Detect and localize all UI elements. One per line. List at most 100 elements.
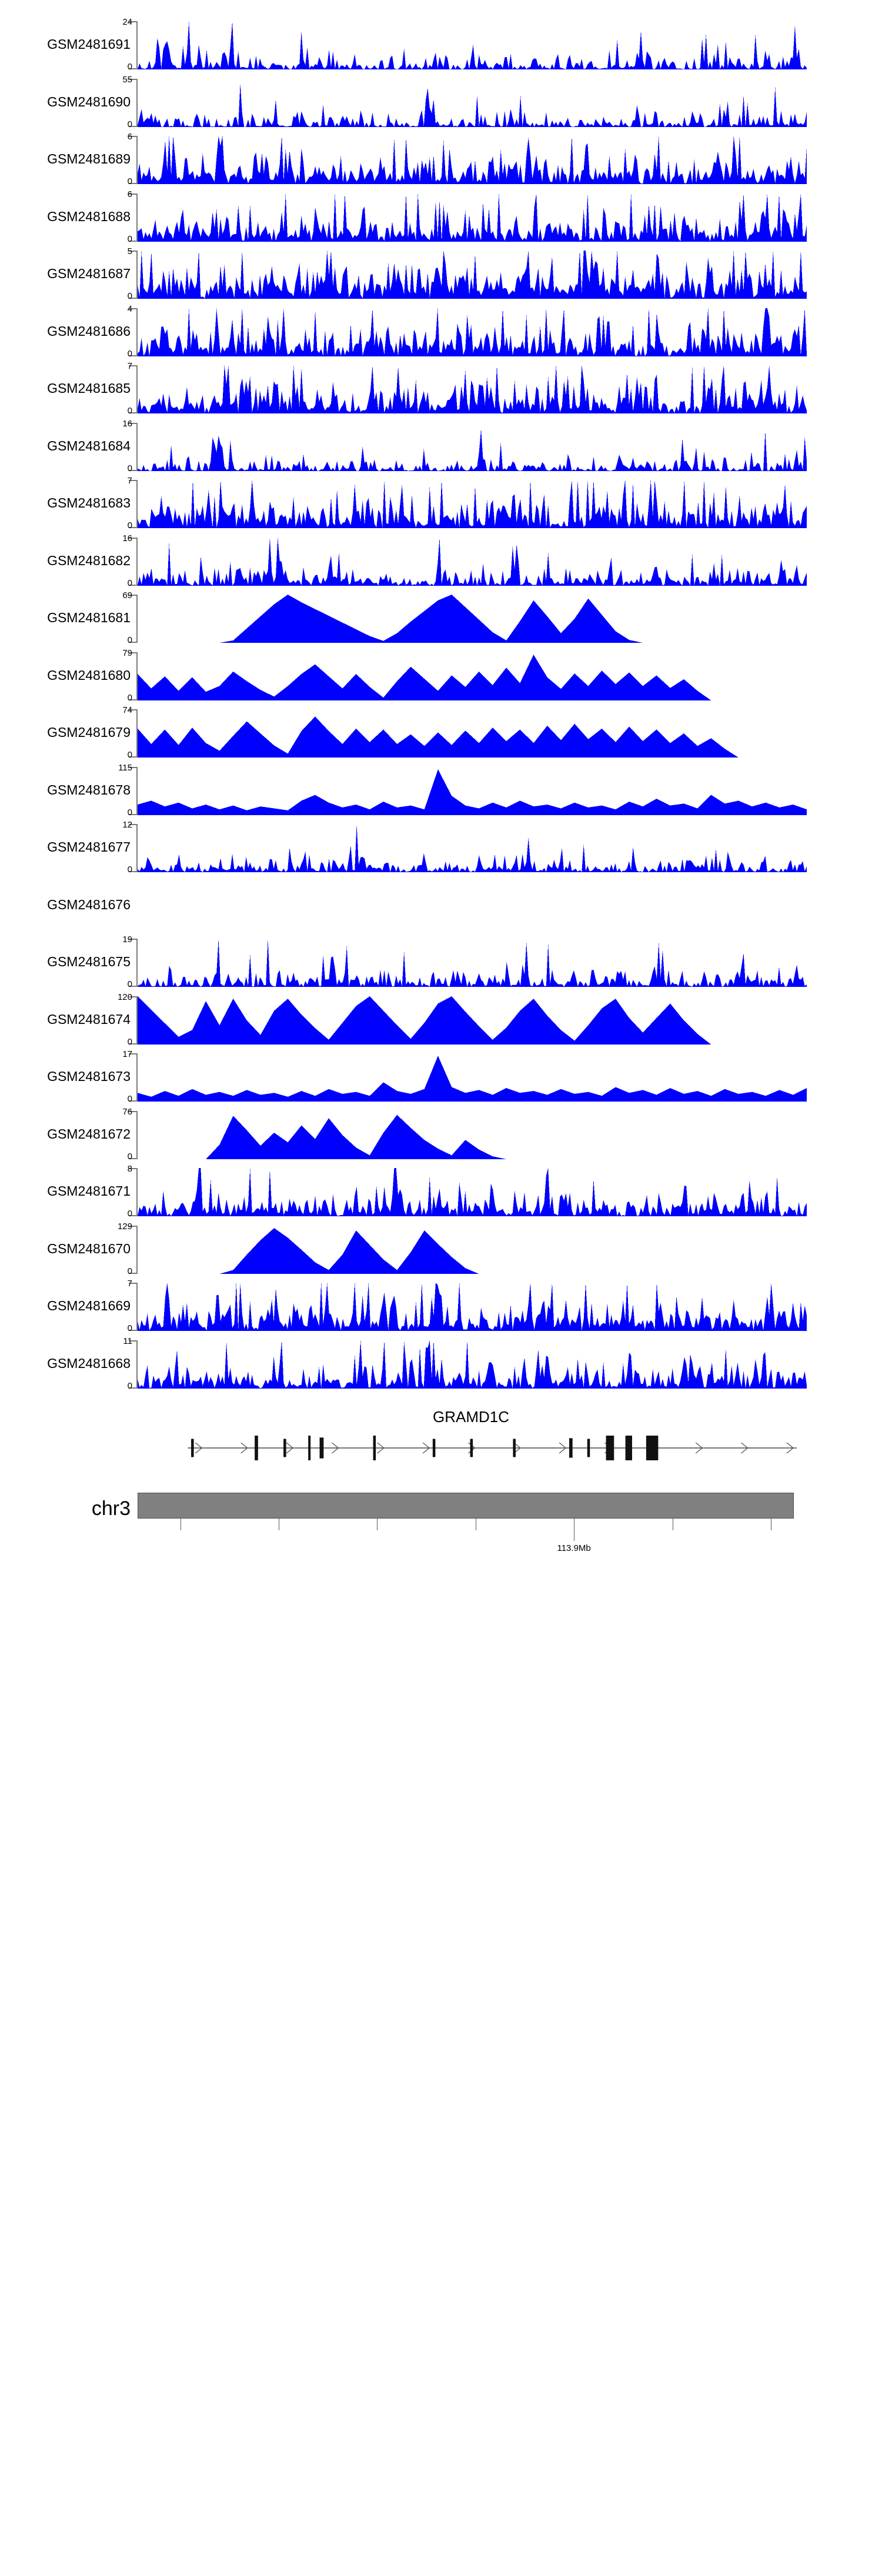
axis-tick-max <box>129 1225 138 1227</box>
axis-line <box>136 824 138 872</box>
coverage-plot[interactable] <box>138 1340 807 1389</box>
axis-tick-min <box>129 125 138 127</box>
coverage-plot[interactable] <box>138 423 807 471</box>
coverage-plot[interactable] <box>138 1283 807 1331</box>
coverage-track[interactable]: GSM2481680 79 0 <box>0 649 882 703</box>
coverage-track[interactable]: GSM2481689 6 0 <box>0 132 882 186</box>
axis-tick-min <box>129 756 138 758</box>
axis-tick-min <box>129 1215 138 1216</box>
axis-tick-max <box>129 537 138 539</box>
coverage-track[interactable]: GSM2481674 120 0 <box>0 993 882 1046</box>
axis-line <box>136 996 138 1045</box>
chromosome-bar[interactable] <box>138 1493 794 1519</box>
axis-line <box>136 422 138 471</box>
coverage-track[interactable]: GSM2481681 69 0 <box>0 591 882 645</box>
axis-max-label: 8 <box>127 1164 132 1174</box>
axis-tick-max <box>129 766 138 768</box>
axis-max-label: 129 <box>117 1221 132 1232</box>
coverage-plot[interactable] <box>138 79 807 127</box>
axis-tick-min <box>129 813 138 815</box>
axis-line <box>136 709 138 758</box>
coverage-track[interactable]: GSM2481682 16 0 <box>0 534 882 588</box>
axis-line <box>136 1340 138 1389</box>
coverage-plot[interactable] <box>138 308 807 356</box>
track-label-gsm2481684: GSM2481684 <box>47 438 131 453</box>
axis-min-label: 0 <box>127 233 132 244</box>
coverage-track[interactable]: GSM2481675 19 0 <box>0 935 882 989</box>
axis-tick-max <box>129 1053 138 1055</box>
coverage-plot[interactable] <box>138 21 807 69</box>
coverage-track[interactable]: GSM2481679 74 0 <box>0 705 882 759</box>
coverage-plot[interactable] <box>138 709 807 758</box>
axis-min-label: 0 <box>127 635 132 645</box>
coverage-track[interactable]: GSM2481677 12 0 <box>0 820 882 874</box>
axis-tick-max <box>129 365 138 366</box>
axis-line <box>136 939 138 987</box>
track-label-gsm2481682: GSM2481682 <box>47 552 131 568</box>
coverage-plot[interactable] <box>138 996 807 1045</box>
axis-tick-max <box>129 939 138 940</box>
coverage-plot[interactable] <box>138 767 807 815</box>
coverage-plot[interactable] <box>138 537 807 586</box>
coverage-plot[interactable] <box>138 595 807 643</box>
coverage-plot[interactable] <box>138 193 807 242</box>
axis-max-label: 74 <box>122 705 132 715</box>
coverage-plot[interactable] <box>138 1168 807 1216</box>
coverage-track[interactable]: GSM2481671 8 0 <box>0 1164 882 1218</box>
track-label-gsm2481681: GSM2481681 <box>47 610 131 625</box>
gene-annotation-track[interactable]: GRAMD1C <box>0 1408 882 1481</box>
coverage-track[interactable]: GSM2481684 16 0 <box>0 419 882 473</box>
coverage-track[interactable]: GSM2481685 7 0 <box>0 362 882 415</box>
coverage-track[interactable]: GSM2481691 24 0 <box>0 17 882 72</box>
axis-tick-min <box>129 68 138 69</box>
coverage-track[interactable]: GSM2481673 17 0 <box>0 1050 882 1103</box>
axis-line <box>136 652 138 700</box>
axis-max-label: 55 <box>122 74 132 85</box>
coverage-plot[interactable] <box>138 939 807 987</box>
axis-min-label: 0 <box>127 807 132 817</box>
coverage-track[interactable]: GSM2481672 76 0 <box>0 1107 882 1161</box>
track-label-gsm2481679: GSM2481679 <box>47 725 131 740</box>
coverage-track[interactable]: GSM2481668 11 0 <box>0 1336 882 1390</box>
coverage-plot[interactable] <box>138 480 807 528</box>
track-label-gsm2481676: GSM2481676 <box>47 896 131 912</box>
coverage-track[interactable]: GSM2481678 115 0 <box>0 763 882 817</box>
gene-name-label: GRAMD1C <box>432 1408 509 1426</box>
coverage-track[interactable]: GSM2481683 7 0 <box>0 476 882 530</box>
track-label-gsm2481678: GSM2481678 <box>47 782 131 798</box>
chromosome-label: chr3 <box>91 1497 131 1520</box>
coverage-plot[interactable] <box>138 652 807 700</box>
coverage-plot[interactable] <box>138 1053 807 1102</box>
coverage-track[interactable]: GSM2481686 4 0 <box>0 303 882 358</box>
axis-max-label: 7 <box>127 1279 132 1289</box>
axis-max-label: 4 <box>127 303 132 314</box>
coverage-track[interactable]: GSM2481690 55 0 <box>0 75 882 129</box>
coverage-track[interactable]: GSM2481670 129 0 <box>0 1222 882 1276</box>
axis-tick-max <box>129 193 138 195</box>
axis-line <box>136 1225 138 1274</box>
axis-min-label: 0 <box>127 1323 132 1333</box>
coverage-plot[interactable] <box>138 1111 807 1159</box>
axis-tick-min <box>129 1100 138 1102</box>
coverage-track[interactable]: GSM2481687 5 0 <box>0 247 882 301</box>
axis-tick-max <box>129 652 138 653</box>
axis-max-label: 11 <box>123 1336 132 1346</box>
coverage-plot[interactable] <box>138 251 807 299</box>
axis-min-label: 0 <box>127 692 132 703</box>
coverage-plot[interactable] <box>138 1226 807 1274</box>
axis-tick-min <box>129 699 138 700</box>
coverage-plot[interactable] <box>138 365 807 413</box>
axis-tick-min <box>129 527 138 528</box>
axis-max-label: 16 <box>122 533 132 543</box>
axis-max-label: 24 <box>122 17 132 27</box>
axis-line <box>136 1053 138 1102</box>
coverage-plot[interactable] <box>138 824 807 872</box>
axis-min-label: 0 <box>127 62 132 72</box>
coverage-plot[interactable] <box>138 136 807 184</box>
axis-max-label: 7 <box>127 476 132 486</box>
axis-min-label: 0 <box>127 979 132 989</box>
coverage-track[interactable]: GSM2481669 7 0 <box>0 1279 882 1333</box>
coverage-track[interactable]: GSM2481676 <box>0 882 882 930</box>
axis-min-label: 0 <box>127 291 132 301</box>
coverage-track[interactable]: GSM2481688 6 0 <box>0 190 882 244</box>
